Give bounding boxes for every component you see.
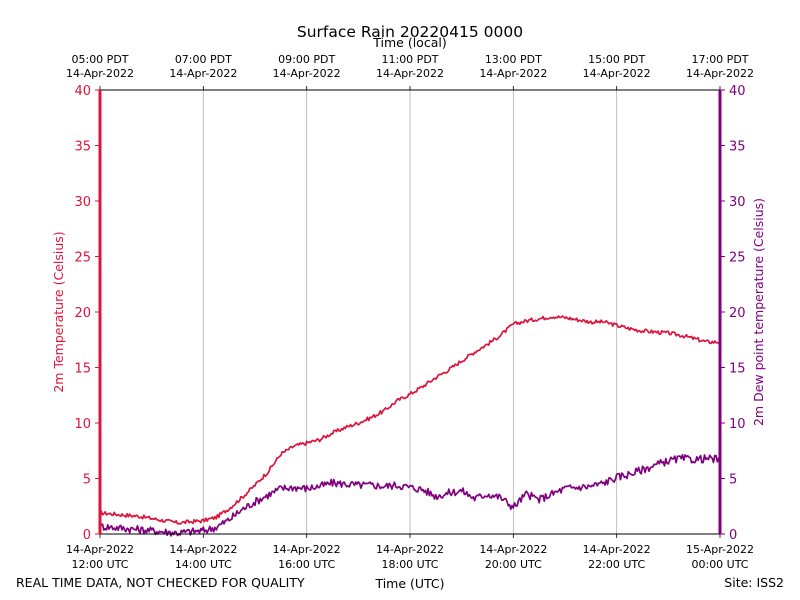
series-layer: [99, 315, 721, 537]
top-x-tick-label-time: 13:00 PDT: [485, 53, 542, 66]
right-y-tick-label: 25: [729, 251, 746, 266]
left-y-tick-label: 40: [74, 84, 91, 99]
vertical-gridlines: [202, 90, 618, 534]
x-tick-label-time: 16:00 UTC: [278, 558, 335, 571]
right-y-tick-label: 5: [729, 473, 737, 488]
right-y-tick-label: 30: [729, 195, 746, 210]
left-y-tick-label: 20: [74, 306, 91, 321]
left-y-tick-label: 5: [83, 473, 91, 488]
right-y-tick-label: 20: [729, 306, 746, 321]
quality-disclaimer: REAL TIME DATA, NOT CHECKED FOR QUALITY: [16, 575, 305, 590]
x-tick-label-time: 12:00 UTC: [71, 558, 128, 571]
top-x-tick-label-time: 15:00 PDT: [588, 53, 645, 66]
top-x-tick-label-date: 14-Apr-2022: [169, 67, 237, 80]
site-label: Site: ISS2: [724, 575, 784, 590]
top-x-tick-label-time: 07:00 PDT: [175, 53, 232, 66]
right-y-tick-label: 35: [729, 140, 746, 155]
top-x-tick-label-date: 14-Apr-2022: [583, 67, 651, 80]
x-tick-label-date: 15-Apr-2022: [686, 543, 754, 556]
right-y-tick-label: 40: [729, 84, 746, 99]
top-x-tick-label-time: 17:00 PDT: [691, 53, 748, 66]
top-x-tick-label-date: 14-Apr-2022: [273, 67, 341, 80]
top-x-tick-label-date: 14-Apr-2022: [376, 67, 444, 80]
right-y-tick-label: 15: [729, 362, 746, 377]
x-tick-label-time: 14:00 UTC: [175, 558, 232, 571]
top-x-tick-label-time: 05:00 PDT: [71, 53, 128, 66]
left-y-tick-label: 30: [74, 195, 91, 210]
x-tick-label-date: 14-Apr-2022: [66, 543, 134, 556]
left-y-tick-label: 35: [74, 140, 91, 155]
x-tick-label-date: 14-Apr-2022: [273, 543, 341, 556]
top-x-tick-label-date: 14-Apr-2022: [479, 67, 547, 80]
x-tick-label-time: 18:00 UTC: [381, 558, 438, 571]
chart-title: Surface Rain 20220415 0000: [297, 23, 523, 41]
dewpoint-series-line: [99, 453, 721, 537]
left-y-tick-label: 0: [83, 528, 91, 543]
top-x-tick-label-date: 14-Apr-2022: [66, 67, 134, 80]
left-y-tick-label: 10: [74, 417, 91, 432]
x-tick-label-time: 00:00 UTC: [691, 558, 748, 571]
left-y-axis-label: 2m Temperature (Celsius): [51, 231, 66, 392]
x-tick-label-date: 14-Apr-2022: [479, 543, 547, 556]
axis-ticks: 14-Apr-2022 12:00 UTC 14-Apr-2022 14:00 UTC…: [66, 53, 754, 571]
x-tick-label-time: 20:00 UTC: [485, 558, 542, 571]
x-axis-label: Time (UTC): [374, 576, 444, 591]
top-x-tick-label-date: 14-Apr-2022: [686, 67, 754, 80]
x-tick-label-time: 22:00 UTC: [588, 558, 645, 571]
right-y-tick-label: 0: [729, 528, 737, 543]
x-tick-label-date: 14-Apr-2022: [169, 543, 237, 556]
right-y-axis-label: 2m Dew point temperature (Celsius): [751, 198, 766, 426]
top-x-axis-label: Time (local): [372, 35, 446, 50]
temperature-series-line: [100, 315, 721, 525]
right-y-tick-label: 10: [729, 417, 746, 432]
x-tick-label-date: 14-Apr-2022: [583, 543, 651, 556]
top-x-tick-label-time: 09:00 PDT: [278, 53, 335, 66]
top-x-tick-label-time: 11:00 PDT: [381, 53, 438, 66]
x-tick-label-date: 14-Apr-2022: [376, 543, 444, 556]
left-y-tick-label: 15: [74, 362, 91, 377]
left-y-tick-label: 25: [74, 251, 91, 266]
